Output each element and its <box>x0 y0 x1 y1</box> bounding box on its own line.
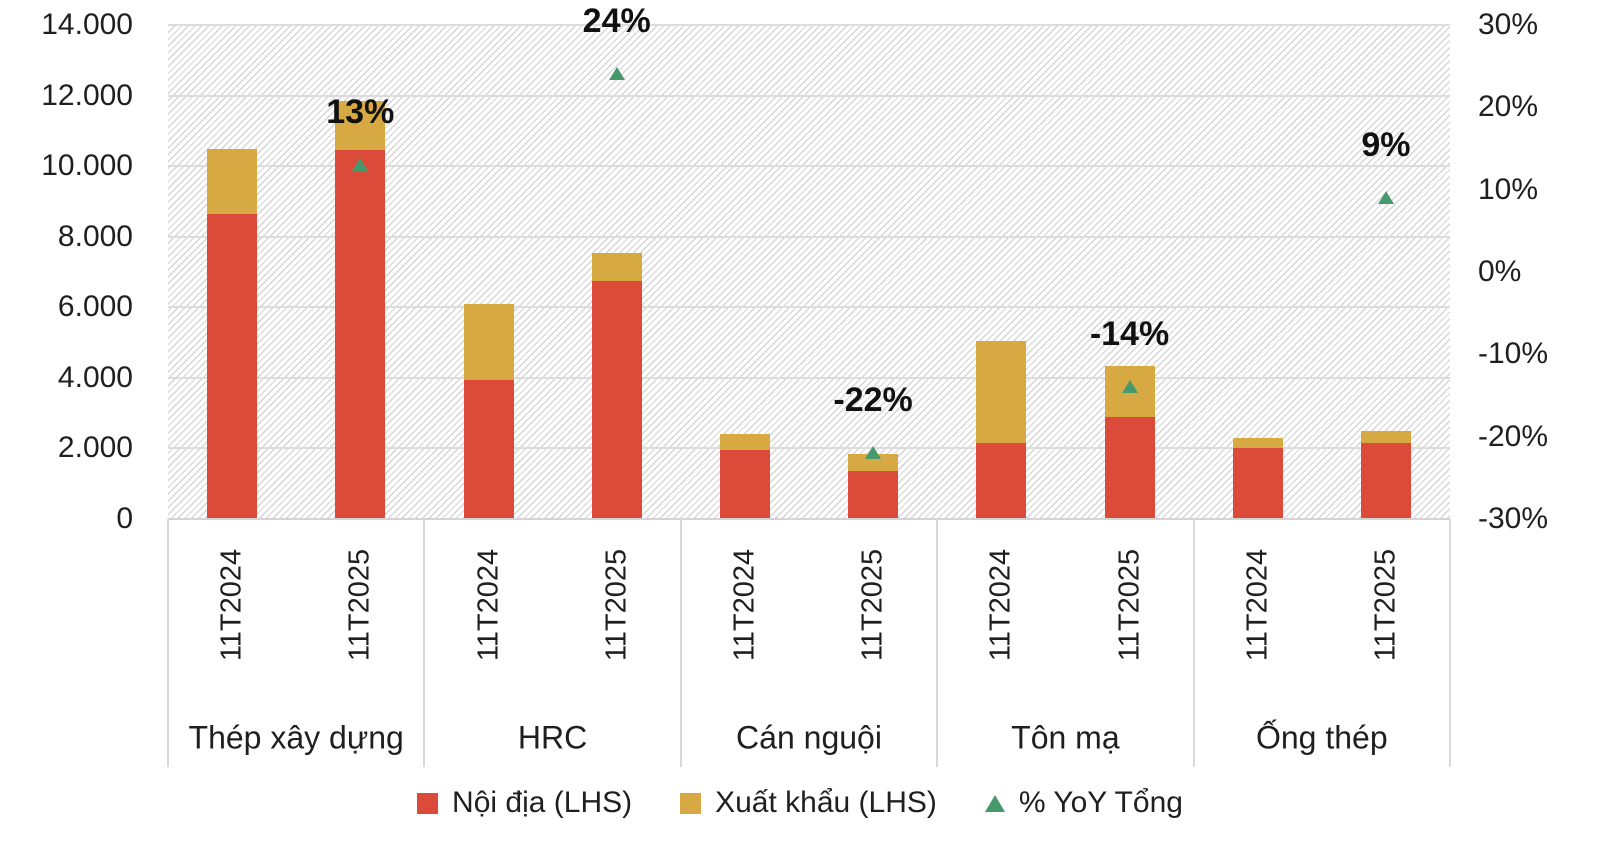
gridline <box>168 165 1450 168</box>
bar-segment-domestic <box>719 450 770 519</box>
category-divider <box>936 519 939 767</box>
category-divider <box>1449 519 1451 767</box>
legend-square-icon <box>417 792 439 814</box>
yoy-data-label: -22% <box>833 381 913 420</box>
yoy-triangle-marker <box>1377 190 1394 204</box>
legend-item: % YoY Tổng <box>984 786 1183 820</box>
gridline <box>168 447 1450 450</box>
legend-triangle-icon <box>984 794 1005 812</box>
gridline <box>168 306 1450 309</box>
yoy-data-label: 24% <box>582 2 651 41</box>
left-axis-tick: 8.000 <box>57 219 133 253</box>
gridline <box>168 235 1450 238</box>
category-divider <box>167 519 169 767</box>
left-axis-tick: 6.000 <box>57 290 133 324</box>
bar-segment-domestic <box>1104 416 1155 519</box>
bar-segment-export <box>1360 430 1411 444</box>
right-axis-tick: -30% <box>1478 502 1549 535</box>
bar-segment-export <box>335 100 386 151</box>
gridline <box>168 376 1450 379</box>
bar-segment-export <box>591 252 642 281</box>
gridline <box>168 94 1450 97</box>
x-axis-bar-label: 11T2024 <box>215 548 248 662</box>
legend-item: Nội địa (LHS) <box>417 786 632 820</box>
bar-segment-domestic <box>335 150 386 519</box>
x-axis-line <box>168 518 1450 520</box>
x-axis-bar-label: 11T2025 <box>343 548 376 662</box>
yoy-triangle-marker <box>608 67 625 81</box>
legend-label: Xuất khẩu (LHS) <box>715 786 937 819</box>
x-axis-bar-label: 11T2025 <box>1113 548 1145 662</box>
x-axis-bar-label: 11T2024 <box>728 548 761 662</box>
right-axis-tick: 20% <box>1478 90 1539 124</box>
yoy-triangle-marker <box>1121 380 1138 394</box>
bar-segment-domestic <box>848 471 899 519</box>
category-divider <box>423 519 426 767</box>
x-axis-bar-label: 11T2025 <box>856 548 889 662</box>
bar-segment-domestic <box>976 443 1027 519</box>
x-axis-group-label: Thép xây dựng <box>188 719 404 756</box>
yoy-triangle-marker <box>352 157 369 171</box>
x-axis-bar-label: 11T2024 <box>472 548 504 662</box>
category-divider <box>1192 519 1195 767</box>
x-axis-group-label: HRC <box>517 719 588 756</box>
bar-segment-export <box>207 148 258 214</box>
yoy-data-label: -14% <box>1089 315 1170 354</box>
legend-label: Nội địa (LHS) <box>452 786 633 819</box>
legend-label: % YoY Tổng <box>1018 786 1183 819</box>
left-axis-tick: 12.000 <box>41 78 133 112</box>
bar-segment-domestic <box>207 213 258 519</box>
left-axis-tick: 0 <box>116 502 133 535</box>
right-axis-tick: -20% <box>1478 419 1549 453</box>
left-axis-tick: 10.000 <box>41 149 133 183</box>
yoy-data-label: 13% <box>326 92 395 131</box>
bar-segment-domestic <box>1360 443 1411 519</box>
x-axis-bar-label: 11T2024 <box>984 548 1017 662</box>
left-axis-tick: 4.000 <box>57 360 133 394</box>
bar-segment-export <box>976 340 1027 444</box>
bar-segment-domestic <box>591 280 642 519</box>
legend-item: Xuất khẩu (LHS) <box>680 786 937 820</box>
gridline <box>168 24 1450 26</box>
legend-square-icon <box>680 792 702 814</box>
left-axis-tick: 2.000 <box>57 431 133 465</box>
x-axis-group-label: Cán nguội <box>736 719 882 756</box>
yoy-triangle-marker <box>865 446 882 460</box>
legend: Nội địa (LHS) Xuất khẩu (LHS) % YoY Tổng <box>0 781 1600 825</box>
bar-segment-export <box>848 453 899 472</box>
x-axis-group-label: Ống thép <box>1255 719 1388 756</box>
x-axis-bar-label: 11T2025 <box>1369 548 1402 662</box>
yoy-data-label: 9% <box>1361 125 1411 164</box>
right-axis-tick: -10% <box>1478 337 1549 371</box>
x-axis-bar-label: 11T2025 <box>600 548 633 662</box>
category-divider <box>679 519 682 767</box>
bar-segment-export <box>1232 437 1283 449</box>
right-axis-tick: 0% <box>1478 255 1522 288</box>
bar-segment-domestic <box>463 379 514 519</box>
bar-segment-export <box>463 303 514 380</box>
bar-segment-export <box>719 434 770 451</box>
x-axis-bar-label: 11T2024 <box>1241 548 1274 662</box>
right-axis-tick: 10% <box>1478 172 1539 206</box>
bar-segment-domestic <box>1232 448 1283 519</box>
left-axis-tick: 14.000 <box>41 8 133 41</box>
x-axis-group-label: Tôn mạ <box>1011 719 1120 756</box>
right-axis-tick: 30% <box>1478 8 1539 41</box>
